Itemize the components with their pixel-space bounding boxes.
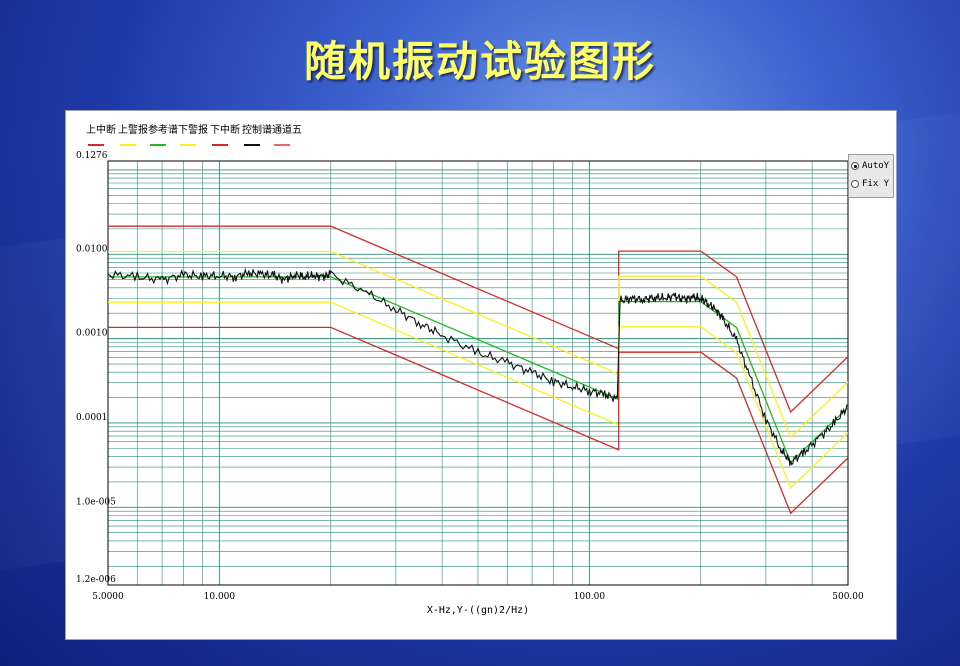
auto-y-option[interactable]: AutoY	[851, 159, 889, 173]
y-tick-label-3: 0.0001	[76, 413, 108, 423]
x-tick-label-3: 500.00	[832, 592, 864, 602]
series-line-2	[108, 276, 849, 464]
legend-label-5: 控制谱	[242, 123, 272, 136]
legend-label-6: 通道五	[272, 123, 302, 136]
legend-label-0: 上中断	[86, 123, 116, 136]
x-tick-label-2: 100.00	[574, 592, 606, 602]
slide-title: 随机振动试验图形	[303, 37, 656, 86]
x-axis-title: X-Hz,Y-((gn)2/Hz)	[427, 605, 529, 616]
series-line-3	[108, 301, 849, 490]
y-tick-label-5: 1.2e-006	[76, 575, 116, 585]
x-tick-labels: 5.0000 10.000 100.00 500.00	[92, 592, 864, 602]
chart-panel: 上中断 上警报 参考谱 下警报 下中断 控制谱 通道五 0.1276 0.0100 0.0010…	[65, 110, 897, 640]
series-line-5	[107, 267, 849, 466]
psd-chart: 上中断 上警报 参考谱 下警报 下中断 控制谱 通道五 0.1276 0.0100 0.0010…	[76, 123, 864, 616]
series-line-4	[108, 326, 849, 515]
y-tick-label-2: 0.0010	[76, 329, 108, 339]
series-lines	[107, 225, 849, 515]
y-tick-label-0: 0.1276	[76, 151, 108, 161]
y-tick-label-4: 1.0e-005	[76, 497, 116, 507]
y-tick-labels: 0.1276 0.0100 0.0010 0.0001 1.0e-005 1.2e-006	[76, 151, 116, 585]
legend-label-2: 参考谱	[148, 123, 178, 136]
auto-y-label: AutoY	[862, 161, 890, 171]
fix-y-option[interactable]: Fix Y	[851, 177, 889, 191]
series-line-0	[108, 225, 849, 414]
legend-label-1: 上警报	[118, 123, 148, 136]
grid	[107, 161, 849, 585]
legend-label-4: 下中断	[210, 123, 240, 136]
legend: 上中断 上警报 参考谱 下警报 下中断 控制谱 通道五	[86, 123, 302, 146]
y-scale-controls: AutoY Fix Y	[848, 154, 894, 198]
y-tick-label-1: 0.0100	[76, 244, 108, 254]
plot-frame	[107, 160, 849, 586]
x-tick-label-0: 5.0000	[92, 592, 124, 602]
fix-y-label: Fix Y	[862, 179, 890, 189]
fix-y-radio-icon[interactable]	[851, 180, 859, 188]
legend-label-3: 下警报	[178, 123, 208, 136]
x-tick-label-1: 10.000	[204, 592, 236, 602]
series-line-1	[108, 250, 849, 439]
auto-y-radio-icon[interactable]	[851, 162, 859, 170]
